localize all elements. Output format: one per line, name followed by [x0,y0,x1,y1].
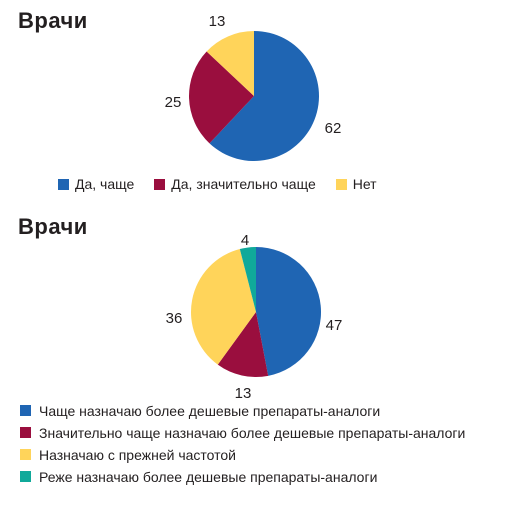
legend-swatch [20,449,31,460]
legend-swatch [154,178,166,190]
chart-2-title: Врачи [18,214,88,239]
pie-slice [188,51,254,144]
chart-2-legend: Чаще назначаю более дешевые препараты-ан… [20,401,490,489]
chart-1-title: Врачи [18,8,88,33]
pie-slice [209,31,319,161]
legend-item: Чаще назначаю более дешевые препараты-ан… [20,401,490,421]
legend-label: Значительно чаще назначаю более дешевые … [39,425,466,441]
legend-label: Да, значительно чаще [171,176,316,192]
legend-swatch [335,178,347,190]
pie-slice [256,247,322,376]
legend-label: Назначаю с прежней частотой [39,447,236,463]
pie-slice [190,249,256,365]
legend-swatch [58,178,69,190]
legend-label: Реже назначаю более дешевые препараты-ан… [39,469,378,485]
data-label: 47 [326,317,343,334]
data-label: 13 [209,13,226,30]
legend-label: Чаще назначаю более дешевые препараты-ан… [39,403,381,419]
legend-item: Да, чаще [58,176,134,192]
legend-item: Назначаю с прежней частотой [20,445,490,465]
legend-label: Да, чаще [75,176,135,192]
pie-slice [217,312,269,378]
legend-item: Нет [335,176,377,192]
pie-slice [206,31,254,96]
pie-slice [239,247,256,312]
pie-chart-2: 47 13 36 4 [166,232,343,402]
data-label: 25 [165,94,182,111]
legend-item: Значительно чаще назначаю более дешевые … [20,423,490,443]
chart-1-legend: Да, чаще Да, значительно чаще Нет [58,176,377,192]
data-label: 13 [235,385,252,402]
legend-label: Нет [352,176,377,192]
pie-chart-1: 62 25 13 [165,13,342,161]
legend-item: Реже назначаю более дешевые препараты-ан… [20,467,490,487]
legend-swatch [20,471,31,482]
legend-swatch [20,405,31,416]
data-label: 62 [325,120,342,137]
legend-item: Да, значительно чаще [154,176,316,192]
legend-swatch [20,427,31,438]
data-label: 36 [166,310,183,327]
data-label: 4 [241,232,249,249]
